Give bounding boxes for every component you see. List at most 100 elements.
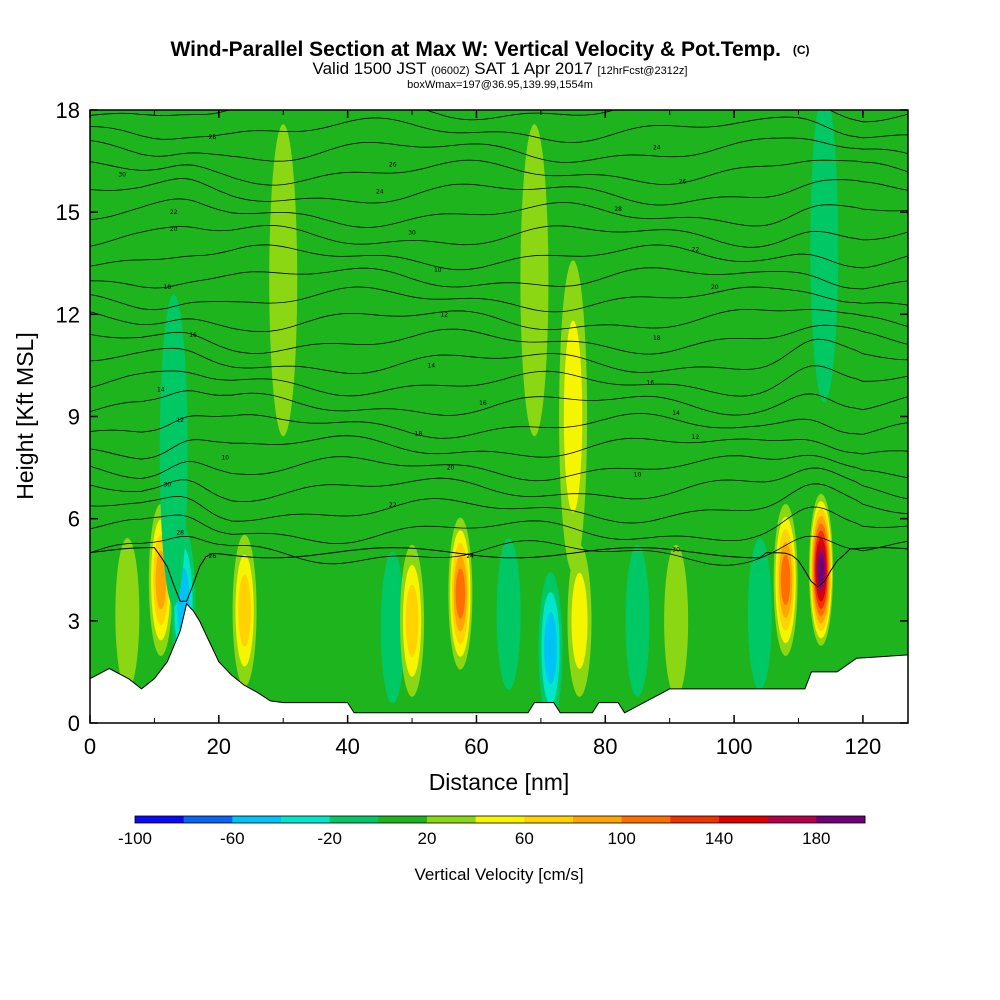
theta-label: 30 (118, 172, 126, 179)
w-cell (538, 572, 563, 723)
theta-label: 20 (711, 284, 719, 291)
theta-line (90, 338, 908, 374)
w-contour (563, 320, 583, 513)
w-cell (115, 538, 140, 691)
theta-label: 30 (408, 230, 416, 237)
theta-line (90, 483, 908, 524)
copyright-mark: (C) (793, 43, 810, 57)
theta-label: 16 (479, 400, 487, 407)
theta-label: 24 (653, 144, 661, 151)
w-contour (115, 538, 140, 691)
w-contour (455, 568, 466, 619)
w-cell (773, 503, 798, 656)
w-contour (520, 124, 549, 437)
colorbar-swatch (329, 816, 379, 823)
colorbar-label: 20 (418, 829, 437, 848)
theta-label: 18 (415, 431, 423, 438)
w-contour (747, 538, 772, 691)
w-cell (810, 110, 839, 403)
chart-title: Wind-Parallel Section at Max W: Vertical… (170, 38, 809, 61)
theta-label: 18 (163, 284, 171, 291)
theta-line (90, 286, 908, 313)
w-contour (405, 584, 419, 657)
theta-label: 22 (170, 209, 178, 216)
w-cell (625, 544, 650, 697)
y-tick-label: 18 (56, 98, 80, 123)
theta-line (90, 435, 908, 460)
chart-subtitle: Valid 1500 JST (0600Z) SAT 1 Apr 2017 [1… (313, 59, 688, 78)
y-tick-label: 3 (68, 609, 80, 634)
theta-label: 28 (614, 206, 622, 213)
colorbar-label: -60 (220, 829, 245, 848)
theta-line (90, 225, 908, 248)
x-tick-label: 120 (845, 734, 882, 759)
colorbar-swatch (232, 816, 282, 823)
theta-contours: 30 28 26 24 22 20 18 16 14 12 10 30 28 26 24 22 20 18 16 14… (90, 110, 908, 602)
colorbar-frame (134, 815, 866, 824)
w-contour (496, 538, 521, 691)
theta-line (90, 547, 908, 602)
w-contour (269, 124, 298, 437)
w-contour (780, 554, 791, 606)
colorbar-swatch (475, 816, 525, 823)
theta-label: 30 (672, 546, 680, 553)
colorbar: -100 -60 -20 20 60 100 140 180 (118, 815, 866, 848)
w-cell (269, 124, 298, 437)
colorbar-label: -20 (317, 829, 342, 848)
colorbar-label: 180 (802, 829, 830, 848)
theta-line (90, 267, 908, 290)
w-contour (571, 572, 588, 669)
theta-label: 28 (176, 529, 184, 536)
theta-line (90, 390, 908, 416)
theta-label: 10 (221, 454, 229, 461)
theta-label: 16 (189, 332, 197, 339)
theta-label: 12 (692, 434, 700, 441)
theta-line (90, 324, 908, 355)
w-cell (380, 551, 405, 704)
w-contour (810, 110, 839, 403)
w-cell (232, 534, 257, 687)
theta-line (90, 159, 908, 186)
colorbar-title: Vertical Velocity [cm/s] (414, 865, 583, 884)
y-tick-label: 9 (68, 405, 80, 430)
theta-line (90, 365, 908, 397)
x-tick-label: 80 (593, 734, 617, 759)
colorbar-swatch (524, 816, 574, 823)
colorbar-swatch (816, 816, 866, 823)
x-axis-label: Distance [nm] (429, 769, 570, 795)
w-cell (809, 493, 834, 646)
x-tick-label: 0 (84, 734, 96, 759)
x-tick-label: 100 (716, 734, 753, 759)
w-contour (238, 574, 251, 647)
y-tick-label: 6 (68, 507, 80, 532)
colorbar-label: 140 (705, 829, 733, 848)
theta-label: 30 (163, 482, 171, 489)
w-contour (380, 551, 405, 704)
colorbar-swatch (281, 816, 331, 823)
chart-subtitle-2: boxWmax=197@36.95,139.99,1554m (407, 79, 593, 91)
theta-label: 20 (447, 465, 455, 472)
y-tick-label: 12 (56, 302, 80, 327)
theta-line (90, 198, 908, 228)
w-cell (747, 538, 772, 691)
theta-label: 14 (157, 386, 165, 393)
y-axis-label: Height [Kft MSL] (12, 332, 38, 499)
theta-label: 28 (209, 134, 217, 141)
colorbar-swatch (427, 816, 477, 823)
w-cell (520, 124, 549, 437)
w-cell (664, 544, 689, 697)
colorbar-swatch (767, 816, 817, 823)
colorbar-swatch (135, 816, 185, 823)
theta-label: 20 (170, 226, 178, 233)
colorbar-swatch (719, 816, 769, 823)
w-contour (544, 612, 557, 685)
colorbar-swatch (378, 816, 428, 823)
w-contour (155, 550, 167, 610)
theta-line (90, 506, 908, 545)
theta-label: 14 (428, 362, 436, 369)
theta-line (90, 137, 908, 163)
x-tick-label: 60 (464, 734, 488, 759)
colorbar-label: 100 (607, 829, 635, 848)
w-cell (496, 538, 521, 691)
